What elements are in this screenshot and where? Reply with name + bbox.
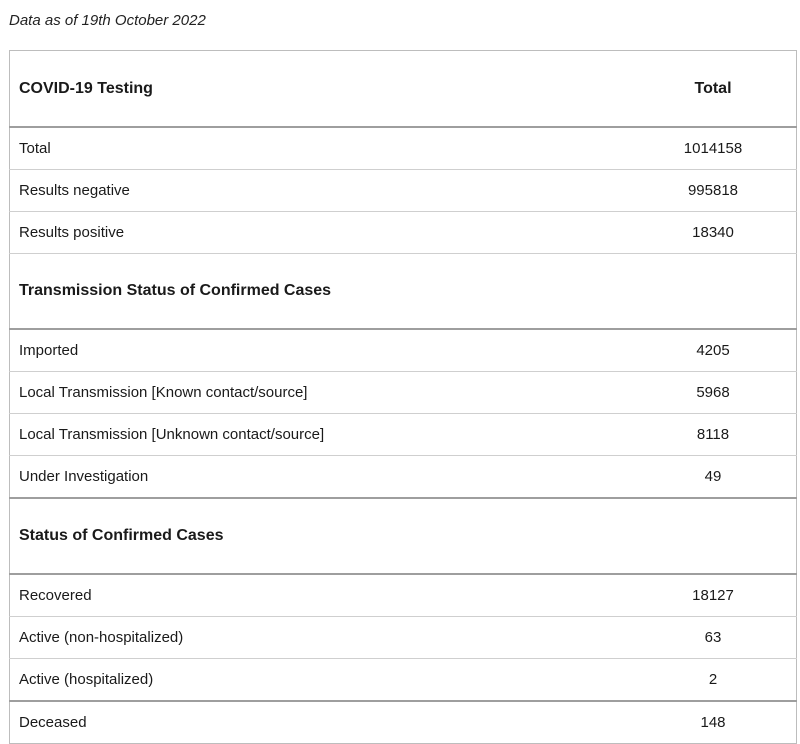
row-label: Under Investigation (9, 455, 630, 498)
row-value: 2 (630, 658, 797, 701)
row-value: 4205 (630, 328, 797, 372)
data-date-note: Data as of 19th October 2022 (9, 12, 206, 29)
table-row: Imported 4205 (9, 328, 797, 372)
row-value: 18340 (630, 211, 797, 254)
section-header-status: Status of Confirmed Cases (9, 497, 797, 574)
row-label: Local Transmission [Known contact/source… (9, 371, 630, 414)
table-row: Local Transmission [Unknown contact/sour… (9, 413, 797, 456)
table-row: Deceased 148 (9, 700, 797, 744)
table-row: Results positive 18340 (9, 211, 797, 254)
row-value: 49 (630, 455, 797, 498)
covid-stats-table: COVID-19 Testing Total Total 1014158 Res… (9, 50, 797, 744)
table-row: Local Transmission [Known contact/source… (9, 371, 797, 414)
row-label: Active (hospitalized) (9, 658, 630, 701)
row-label: Deceased (9, 700, 630, 744)
section-title: Transmission Status of Confirmed Cases (9, 253, 630, 329)
row-label: Active (non-hospitalized) (9, 616, 630, 659)
table-row: Recovered 18127 (9, 573, 797, 617)
section-title: Status of Confirmed Cases (9, 497, 630, 574)
row-value: 1014158 (630, 126, 797, 170)
row-label: Recovered (9, 573, 630, 617)
header-total: Total (694, 79, 732, 97)
row-label: Local Transmission [Unknown contact/sour… (9, 413, 630, 456)
table-row: Total 1014158 (9, 126, 797, 170)
row-label: Imported (9, 328, 630, 372)
row-value: 8118 (630, 413, 797, 456)
table-row: Results negative 995818 (9, 169, 797, 212)
row-value: 63 (630, 616, 797, 659)
row-label: Total (9, 126, 630, 170)
header-label: COVID-19 Testing (19, 79, 153, 97)
table-row: Active (non-hospitalized) 63 (9, 616, 797, 659)
row-value: 995818 (630, 169, 797, 212)
row-label: Results positive (9, 211, 630, 254)
table-row: Active (hospitalized) 2 (9, 658, 797, 701)
table-row: Under Investigation 49 (9, 455, 797, 498)
row-label: Results negative (9, 169, 630, 212)
row-value: 18127 (630, 573, 797, 617)
row-value: 5968 (630, 371, 797, 414)
row-value: 148 (630, 700, 797, 744)
table-header-row: COVID-19 Testing Total (10, 51, 797, 128)
section-header-transmission: Transmission Status of Confirmed Cases (9, 253, 797, 329)
